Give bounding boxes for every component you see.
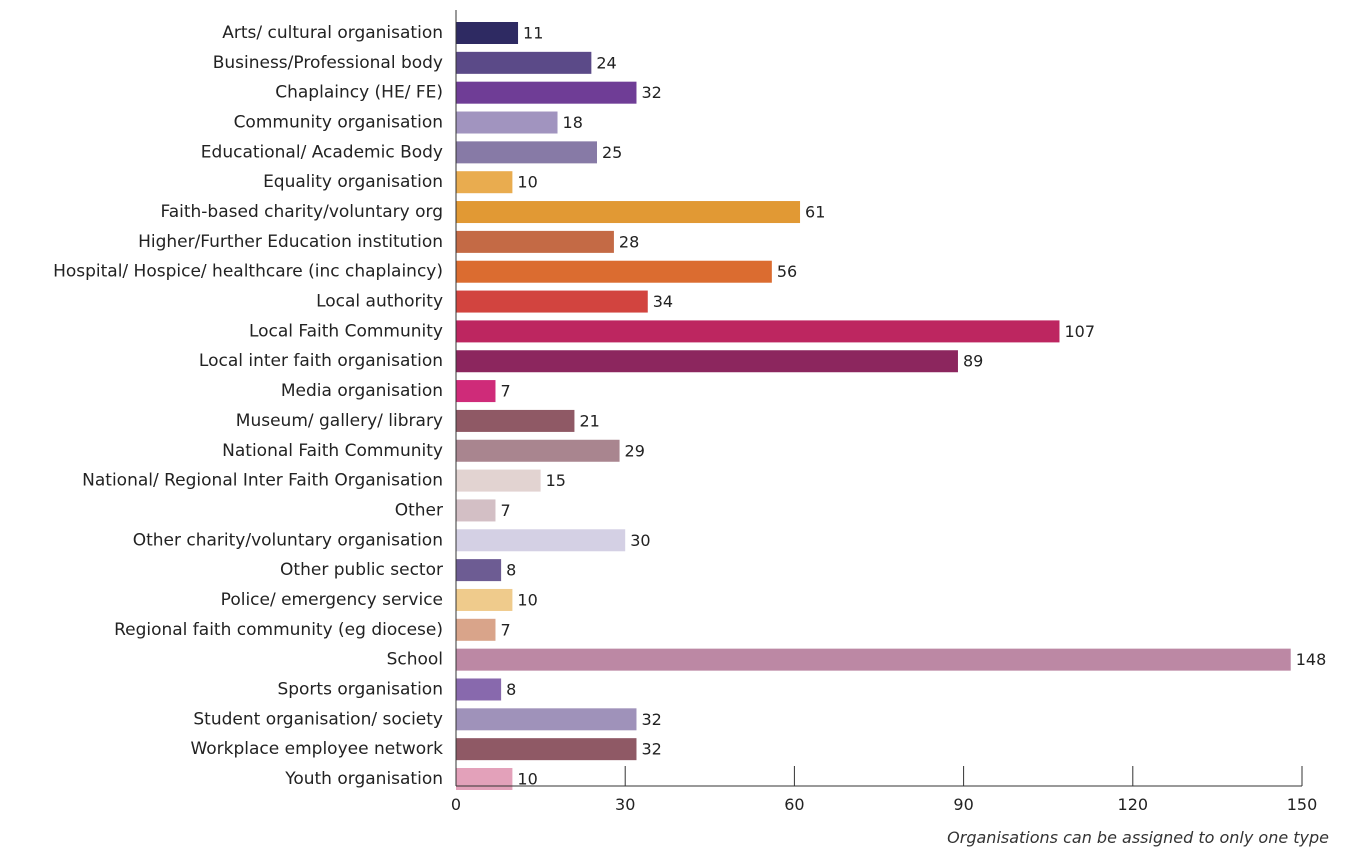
value-label: 21 xyxy=(579,411,599,430)
x-tick-label: 60 xyxy=(784,795,804,814)
category-label: Media organisation xyxy=(281,381,443,401)
x-tick-label: 120 xyxy=(1118,795,1149,814)
value-label: 89 xyxy=(963,352,983,371)
bar xyxy=(456,469,541,492)
value-label: 29 xyxy=(625,441,645,460)
bar xyxy=(456,768,513,790)
bar xyxy=(456,171,513,194)
x-tick-label: 0 xyxy=(451,795,461,814)
bar xyxy=(456,678,502,701)
value-label: 11 xyxy=(523,24,543,43)
bar xyxy=(456,350,958,373)
bar xyxy=(456,51,592,74)
category-label: Student organisation/ society xyxy=(193,709,443,729)
bar xyxy=(456,290,648,313)
category-label: Faith-based charity/voluntary org xyxy=(160,202,443,222)
value-label: 10 xyxy=(517,770,537,789)
bar xyxy=(456,588,513,611)
value-label: 32 xyxy=(641,710,661,729)
bar xyxy=(456,648,1291,671)
value-label: 7 xyxy=(500,501,510,520)
bar xyxy=(456,320,1060,343)
value-label: 8 xyxy=(506,680,516,699)
value-label: 30 xyxy=(630,531,650,550)
value-label: 34 xyxy=(653,292,673,311)
category-label: Youth organisation xyxy=(284,769,443,789)
x-tick-label: 150 xyxy=(1287,795,1318,814)
category-label: Local inter faith organisation xyxy=(199,351,443,371)
value-label: 32 xyxy=(641,740,661,759)
category-label: Chaplaincy (HE/ FE) xyxy=(275,83,443,103)
bar xyxy=(456,559,502,582)
value-label: 7 xyxy=(500,620,510,639)
x-tick-label: 30 xyxy=(615,795,635,814)
category-label: Museum/ gallery/ library xyxy=(236,411,443,431)
category-label: National Faith Community xyxy=(222,441,443,461)
bar xyxy=(456,260,772,283)
value-label: 148 xyxy=(1296,650,1327,669)
category-label: Higher/Further Education institution xyxy=(138,232,443,252)
bar xyxy=(456,618,496,641)
category-label: Hospital/ Hospice/ healthcare (inc chapl… xyxy=(53,262,443,282)
value-label: 56 xyxy=(777,262,797,281)
category-label: Educational/ Academic Body xyxy=(201,142,443,162)
category-label: Arts/ cultural organisation xyxy=(222,23,443,43)
category-label: National/ Regional Inter Faith Organisat… xyxy=(82,471,443,491)
value-label: 10 xyxy=(517,590,537,609)
x-tick-label: 90 xyxy=(953,795,973,814)
footnote: Organisations can be assigned to only on… xyxy=(947,828,1329,847)
bar xyxy=(456,230,614,253)
bar xyxy=(456,141,597,164)
value-label: 28 xyxy=(619,232,639,251)
bar xyxy=(456,529,626,552)
category-label: Community organisation xyxy=(234,113,443,133)
category-label: Other public sector xyxy=(280,560,443,580)
category-label: Business/Professional body xyxy=(213,53,443,73)
value-label: 10 xyxy=(517,173,537,192)
value-label: 18 xyxy=(563,113,583,132)
bar xyxy=(456,22,519,44)
bars-layer: Arts/ cultural organisation 11 Business/Pr… xyxy=(53,22,1326,790)
category-label: Police/ emergency service xyxy=(221,590,443,610)
bar xyxy=(456,380,496,403)
category-label: Local Faith Community xyxy=(249,321,443,341)
bar xyxy=(456,708,637,731)
bar xyxy=(456,738,637,761)
category-label: Local authority xyxy=(316,292,443,312)
value-label: 8 xyxy=(506,561,516,580)
category-label: Equality organisation xyxy=(263,172,443,192)
value-label: 24 xyxy=(596,53,616,72)
category-label: Other xyxy=(395,500,443,520)
bar xyxy=(456,111,558,134)
bar xyxy=(456,81,637,104)
x-axis: 0 30 60 90 120 150 xyxy=(451,10,1317,814)
bar xyxy=(456,201,801,224)
category-label: Workplace employee network xyxy=(190,739,443,759)
value-label: 32 xyxy=(641,83,661,102)
category-label: Other charity/voluntary organisation xyxy=(133,530,443,550)
value-label: 7 xyxy=(500,382,510,401)
category-label: School xyxy=(387,650,443,670)
value-label: 107 xyxy=(1064,322,1095,341)
bar xyxy=(456,409,575,432)
bar-chart: Arts/ cultural organisation 11 Business/Pr… xyxy=(53,10,1326,814)
bar xyxy=(456,499,496,522)
value-label: 61 xyxy=(805,203,825,222)
value-label: 25 xyxy=(602,143,622,162)
category-label: Sports organisation xyxy=(277,679,443,699)
category-label: Regional faith community (eg diocese) xyxy=(114,620,443,640)
bar xyxy=(456,439,620,462)
value-label: 15 xyxy=(546,471,566,490)
